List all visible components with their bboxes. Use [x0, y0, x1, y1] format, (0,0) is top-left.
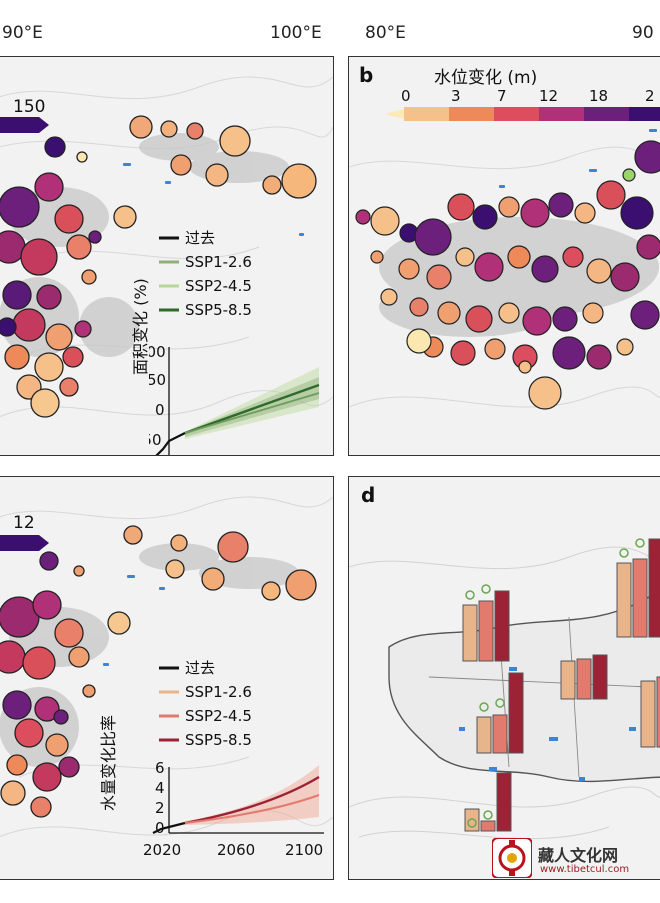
- ytick-100-a: 100: [149, 343, 166, 361]
- panel-a-inset: 过去 SSP1-2.6 SSP2-4.5 SSP5-8.5 100 50 0 -…: [149, 229, 320, 455]
- xtick-2100-c: 2100: [285, 841, 324, 859]
- scale-value-a: 150: [13, 97, 46, 117]
- legend-ssp126-a: SSP1-2.6: [185, 253, 252, 271]
- color-scale-title: 水位变化 (m): [434, 68, 538, 88]
- water-level-markers: [355, 140, 660, 410]
- bar-group-4: [476, 672, 524, 754]
- scale-tick-2x: 2: [645, 87, 655, 105]
- legend-ssp585-c: SSP5-8.5: [185, 731, 252, 749]
- coord-80e: 80°E: [365, 23, 406, 43]
- bar-group-5: [640, 676, 660, 748]
- scale-tick-18: 18: [589, 87, 609, 105]
- bar-group-2: [616, 538, 660, 638]
- coord-90-right: 90: [632, 23, 654, 43]
- panel-c-map: 过去 SSP1-2.6 SSP2-4.5 SSP5-8.5 6 4 2 0 水量…: [0, 476, 334, 880]
- scale-arrow-c: [0, 535, 49, 551]
- ylabel-c: 水量变化比率: [99, 714, 118, 811]
- panel-a-svg: [0, 76, 333, 418]
- ytick-0-c: 0: [155, 819, 165, 837]
- ytick-50-a: 50: [149, 371, 166, 389]
- bar-group-6: [464, 772, 512, 832]
- legend-past-c: 过去: [185, 659, 215, 677]
- xtick-2020-c: 2020: [143, 841, 182, 859]
- ytick-2-c: 2: [155, 799, 165, 817]
- legend-ssp585-a: SSP5-8.5: [185, 301, 252, 319]
- watermark-title: 藏人文化网: [538, 846, 619, 865]
- scale-tick-12: 12: [539, 87, 559, 105]
- ytick-6-c: 6: [155, 759, 165, 777]
- scale-value-c: 12: [13, 513, 35, 533]
- scale-tick-7: 7: [497, 87, 507, 105]
- coord-90e-left: 90°E: [2, 23, 43, 43]
- coord-100e: 100°E: [270, 23, 322, 43]
- scale-tick-3: 3: [451, 87, 461, 105]
- legend-ssp245-a: SSP2-4.5: [185, 277, 252, 295]
- ytick-4-c: 4: [155, 779, 165, 797]
- panel-b-svg: [349, 129, 660, 410]
- xtick-2060-c: 2060: [217, 841, 256, 859]
- panel-d-label: d: [361, 483, 376, 507]
- legend-past-a: 过去: [185, 229, 215, 247]
- legend-ssp245-c: SSP2-4.5: [185, 707, 252, 725]
- watermark: 藏人文化网 www.tibetcul.com: [490, 834, 660, 884]
- panel-c-inset: 过去 SSP1-2.6 SSP2-4.5 SSP5-8.5 6 4 2 0: [152, 659, 324, 837]
- ytick-m50-a: -50: [149, 431, 162, 449]
- panel-c-svg: [0, 496, 333, 838]
- bar-group-3: [560, 654, 608, 700]
- legend-ssp126-c: SSP1-2.6: [185, 683, 252, 701]
- bar-group-1: [462, 584, 510, 662]
- ylabel-a: 面积变化 (%): [131, 278, 150, 375]
- lake-markers: [0, 115, 317, 418]
- tibetcul-logo-icon: [492, 838, 532, 878]
- scale-arrow: [0, 117, 49, 133]
- panel-d-map: d: [348, 476, 660, 880]
- volume-markers: [0, 525, 317, 818]
- panel-a-map: 过去 SSP1-2.6 SSP2-4.5 SSP5-8.5 100 50 0 -…: [0, 56, 334, 456]
- panel-b-label: b: [359, 63, 374, 87]
- panel-d-svg: [349, 538, 660, 840]
- scale-tick-0: 0: [401, 87, 411, 105]
- color-scale-bar: [384, 107, 660, 121]
- ytick-0-a: 0: [155, 401, 165, 419]
- watermark-url: www.tibetcul.com: [540, 864, 630, 875]
- panel-b-map: b 水位变化 (m) 0 3 7 12 18 2: [348, 56, 660, 456]
